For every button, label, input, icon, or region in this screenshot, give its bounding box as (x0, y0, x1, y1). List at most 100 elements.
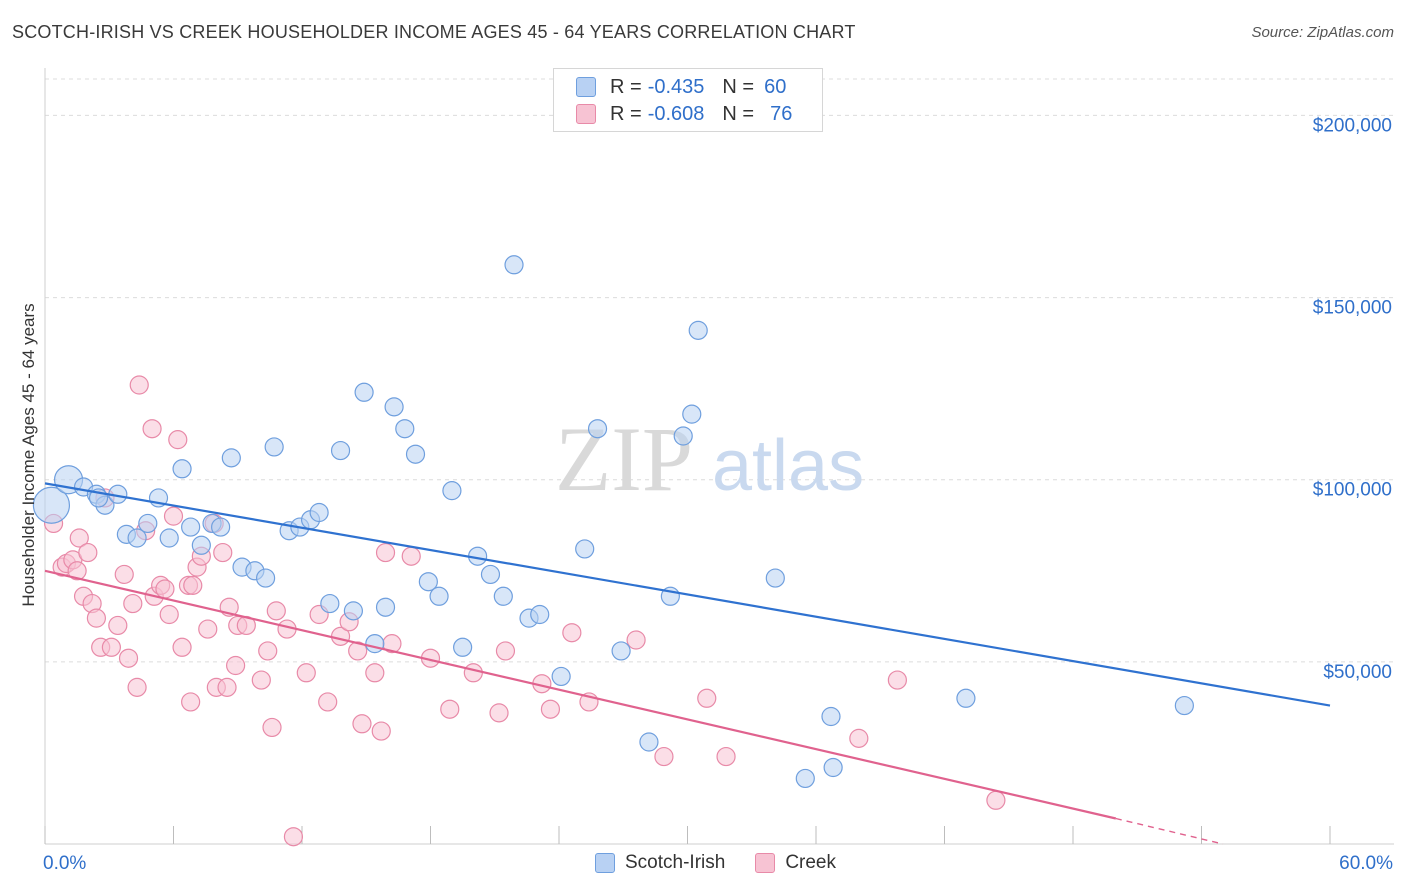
creek-point (181, 692, 201, 712)
chart-title: SCOTCH-IRISH VS CREEK HOUSEHOLDER INCOME… (12, 22, 856, 42)
creek-point (849, 728, 869, 748)
scotch-irish-point (821, 706, 841, 727)
creek-point (489, 703, 509, 723)
scotch-irish-point (673, 426, 693, 446)
legend-n-label: N = (722, 75, 755, 98)
creek-point (986, 790, 1006, 810)
legend-n-value: 60 (764, 75, 787, 98)
creek-point (697, 688, 717, 708)
creek-point (495, 641, 516, 661)
creek-point (887, 670, 907, 690)
scotch-irish-point (575, 539, 595, 559)
creek-point (183, 575, 203, 595)
creek-point (365, 663, 385, 683)
creek-point (716, 746, 736, 767)
scotch-irish-point (255, 568, 276, 588)
legend-n-label: N = (722, 102, 755, 125)
creek-point (626, 630, 646, 650)
scotch-irish-point (221, 448, 241, 468)
creek-point (198, 619, 218, 639)
legend-swatch-scotch-irish (576, 77, 596, 97)
scotch-irish-point (1174, 695, 1194, 716)
creek-point (108, 615, 128, 636)
creek-point (127, 677, 147, 697)
scotch-irish-point (343, 601, 363, 621)
scotch-irish-point (320, 593, 340, 614)
scotch-irish-point (32, 486, 71, 524)
creek-point (129, 375, 149, 395)
creek-point (114, 564, 134, 585)
watermark-zip: ZIP (555, 408, 693, 510)
creek-point (123, 593, 143, 614)
scotch-irish-point (365, 634, 385, 654)
bottom-legend-item-scotch-irish: Scotch-Irish (595, 852, 725, 874)
creek-point (440, 699, 460, 719)
creek-point (101, 637, 121, 657)
scotch-irish-point (429, 586, 449, 606)
y-tick-label: $200,000 (1313, 115, 1392, 136)
scotch-irish-point (159, 528, 179, 548)
scotch-irish-point (138, 513, 158, 534)
creek-point (142, 419, 162, 439)
bottom-legend-item-creek: Creek (755, 852, 836, 874)
bottom-legend-label-creek: Creek (785, 852, 836, 873)
watermark: ZIP atlas (555, 408, 864, 510)
scotch-irish-point (639, 732, 659, 752)
creek-point (251, 670, 271, 690)
scotch-irish-point (172, 459, 192, 479)
scotch-irish-point (181, 517, 201, 537)
scotch-irish-points (32, 255, 1194, 789)
creek-point (78, 542, 98, 563)
scotch-irish-point (211, 517, 231, 537)
creek-point (266, 601, 286, 621)
creek-trend-line (44, 569, 1117, 820)
legend-swatch-creek (576, 104, 596, 124)
creek-point (258, 641, 278, 661)
scotch-irish-point (264, 437, 284, 457)
scotch-irish-point (823, 757, 843, 778)
scotch-irish-point (418, 572, 438, 592)
creek-point (654, 746, 674, 767)
scotch-irish-point (765, 568, 785, 588)
scotch-irish-point (442, 481, 462, 501)
creek-point (401, 546, 421, 566)
creek-point (283, 827, 304, 847)
source-label: Source: ZipAtlas.com (1251, 24, 1394, 41)
bottom-legend-swatch-creek (755, 853, 776, 873)
creek-point (352, 714, 372, 734)
scotch-irish-point (309, 502, 329, 523)
scotch-irish-point (330, 440, 351, 461)
creek-point (562, 623, 582, 643)
y-tick-label: $150,000 (1313, 298, 1392, 319)
legend-r-value: -0.608 (647, 102, 705, 125)
scotch-irish-point (405, 444, 426, 464)
scotch-irish-point (530, 604, 550, 625)
creek-point (67, 561, 87, 581)
legend-n-value: 76 (770, 102, 793, 125)
creek-point (375, 542, 396, 563)
scotch-irish-point (375, 597, 396, 617)
scotch-irish-point (384, 397, 404, 417)
creek-point (371, 721, 391, 741)
creek-point (213, 542, 233, 563)
bottom-legend-label-scotch-irish: Scotch-Irish (625, 852, 726, 873)
creek-point (172, 637, 192, 657)
legend: R = -0.435 N = 60 R = -0.608 N = 76 (553, 68, 823, 132)
scotch-irish-point (480, 564, 501, 585)
creek-point (159, 604, 179, 625)
scotch-irish-point (493, 586, 513, 606)
creek-point (318, 692, 338, 712)
creek-point (463, 663, 483, 683)
scotch-irish-trend-line (44, 482, 1331, 707)
legend-r-label: R = (610, 102, 642, 125)
scotch-irish-point (127, 528, 147, 548)
scotch-irish-point (611, 641, 631, 661)
bottom-legend-swatch-scotch-irish (595, 853, 615, 873)
y-axis-label: Householder Income Ages 45 - 64 years (19, 303, 38, 607)
x-tick-label: 0.0% (43, 853, 86, 874)
scotch-irish-point (956, 688, 976, 708)
scotch-irish-point (682, 404, 702, 424)
creek-point (296, 663, 316, 683)
creek-point (86, 608, 107, 628)
